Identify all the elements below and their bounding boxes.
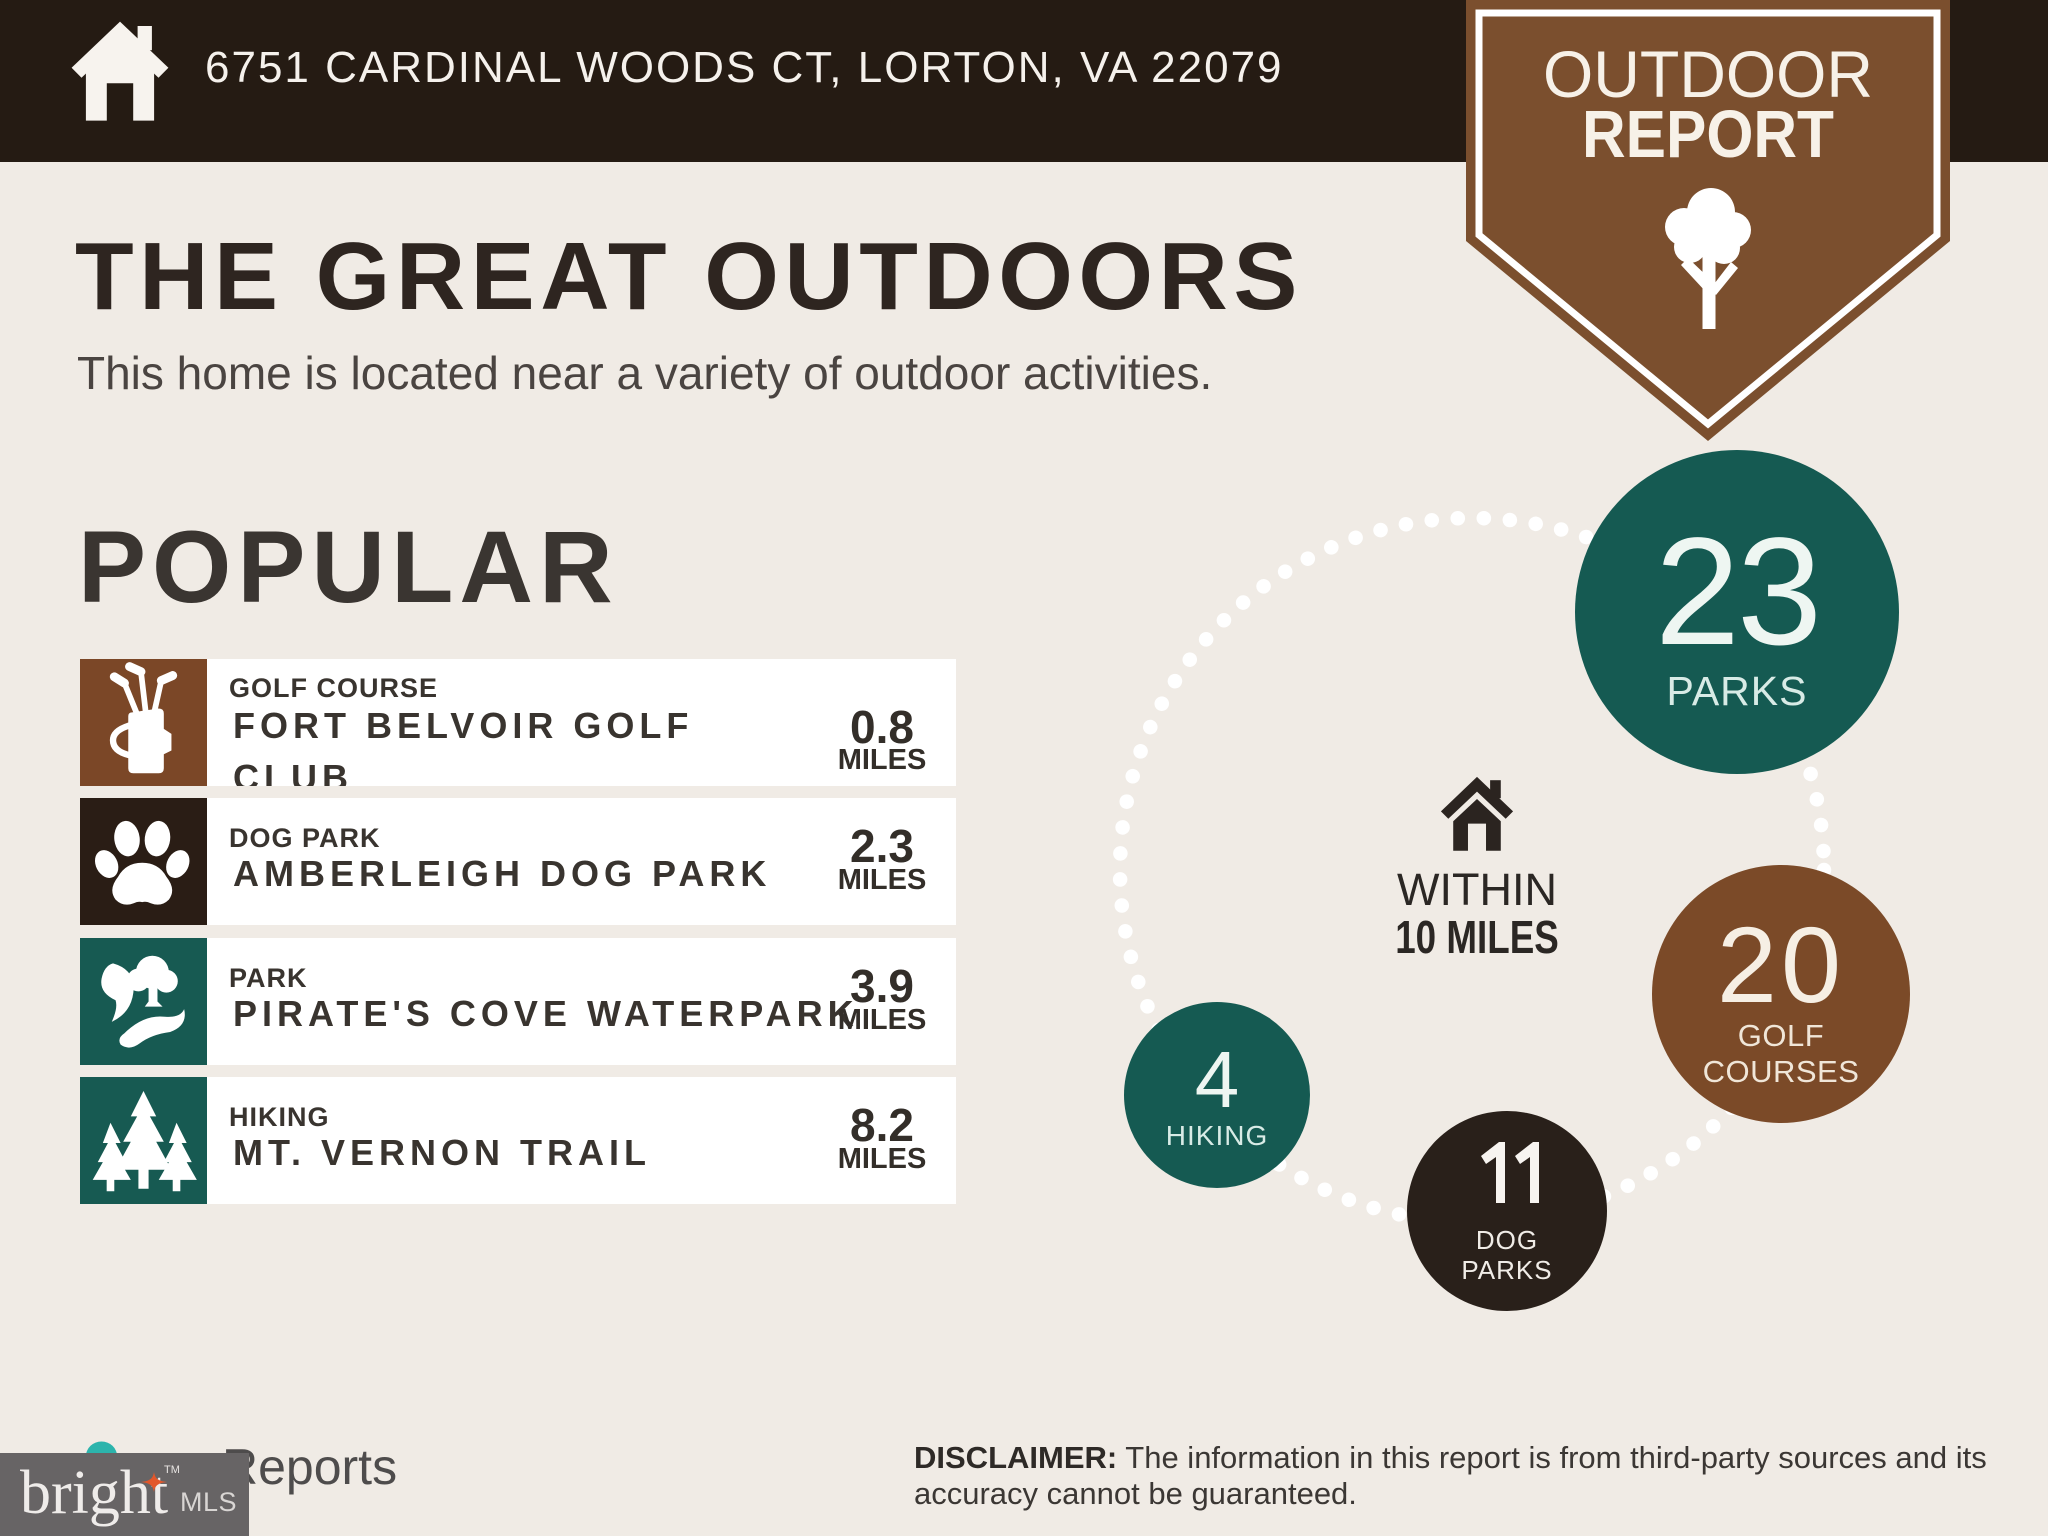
svg-text:OUTDOOR: OUTDOOR — [1543, 37, 1873, 111]
svg-text:4: 4 — [1195, 1035, 1240, 1124]
svg-text:23: 23 — [1655, 506, 1819, 677]
svg-text:REPORT: REPORT — [1582, 97, 1834, 172]
svg-text:HIKING: HIKING — [1166, 1120, 1268, 1151]
svg-text:PARKS: PARKS — [1667, 668, 1808, 714]
svg-text:DOG: DOG — [1476, 1225, 1538, 1255]
svg-text:GOLF: GOLF — [1738, 1018, 1824, 1053]
svg-text:20: 20 — [1717, 904, 1845, 1025]
svg-text:PARKS: PARKS — [1461, 1255, 1552, 1285]
svg-text:COURSES: COURSES — [1703, 1054, 1860, 1089]
